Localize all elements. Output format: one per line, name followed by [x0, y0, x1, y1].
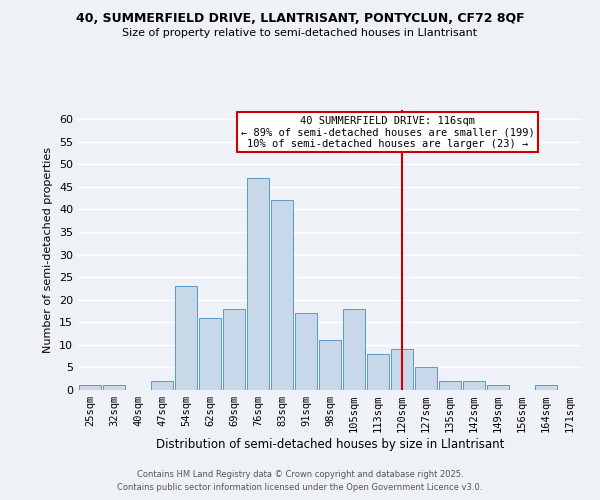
Text: Size of property relative to semi-detached houses in Llantrisant: Size of property relative to semi-detach… — [122, 28, 478, 38]
Bar — [535, 386, 557, 390]
Text: Contains public sector information licensed under the Open Government Licence v3: Contains public sector information licen… — [118, 483, 482, 492]
Bar — [271, 200, 293, 390]
Bar — [463, 381, 485, 390]
Bar — [415, 368, 437, 390]
Bar — [367, 354, 389, 390]
Bar — [223, 308, 245, 390]
Text: 40 SUMMERFIELD DRIVE: 116sqm
← 89% of semi-detached houses are smaller (199)
10%: 40 SUMMERFIELD DRIVE: 116sqm ← 89% of se… — [241, 116, 535, 149]
Bar — [319, 340, 341, 390]
Text: Contains HM Land Registry data © Crown copyright and database right 2025.: Contains HM Land Registry data © Crown c… — [137, 470, 463, 479]
Bar — [79, 386, 101, 390]
Bar — [199, 318, 221, 390]
Y-axis label: Number of semi-detached properties: Number of semi-detached properties — [43, 147, 53, 353]
X-axis label: Distribution of semi-detached houses by size in Llantrisant: Distribution of semi-detached houses by … — [156, 438, 504, 451]
Text: 40, SUMMERFIELD DRIVE, LLANTRISANT, PONTYCLUN, CF72 8QF: 40, SUMMERFIELD DRIVE, LLANTRISANT, PONT… — [76, 12, 524, 26]
Bar — [391, 350, 413, 390]
Bar — [103, 386, 125, 390]
Bar — [343, 308, 365, 390]
Bar — [295, 313, 317, 390]
Bar — [487, 386, 509, 390]
Bar — [175, 286, 197, 390]
Bar — [247, 178, 269, 390]
Bar — [439, 381, 461, 390]
Bar — [151, 381, 173, 390]
